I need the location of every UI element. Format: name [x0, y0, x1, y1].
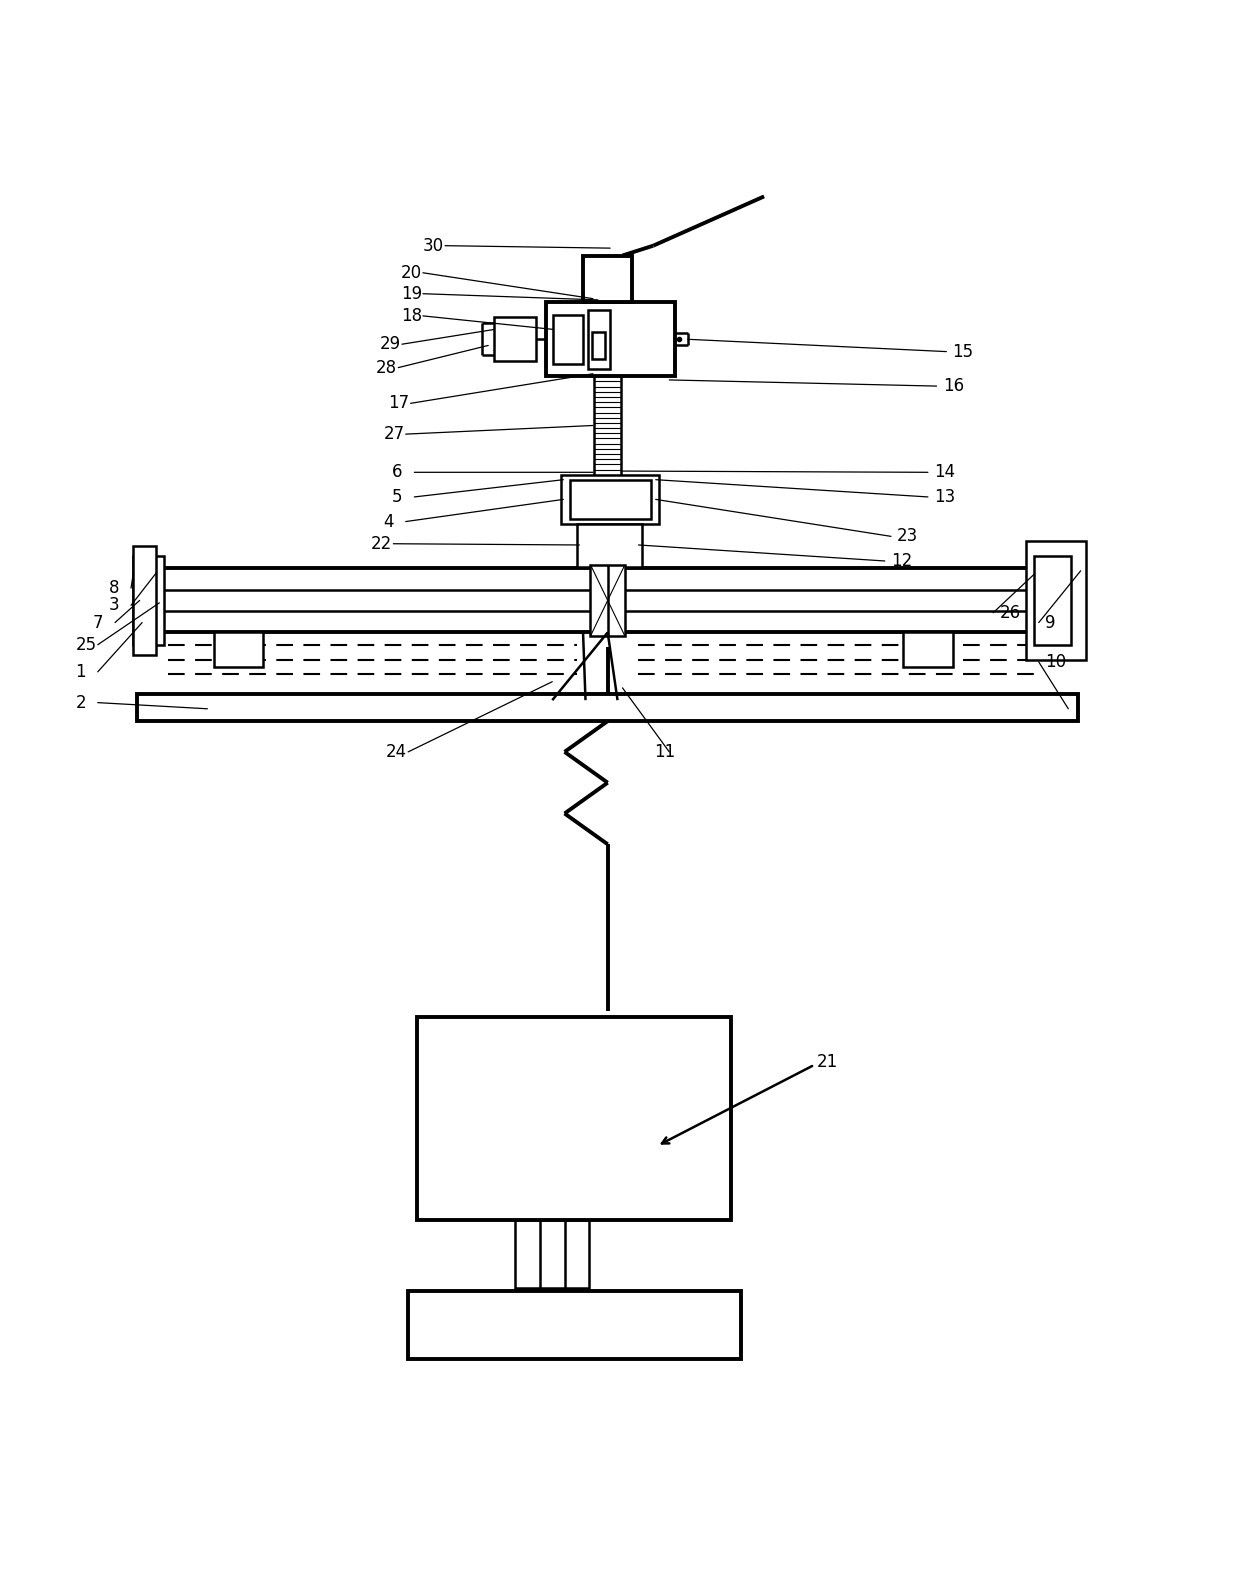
- Text: 21: 21: [817, 1053, 838, 1072]
- Bar: [134, 547, 156, 655]
- Bar: [417, 1016, 730, 1220]
- Text: 5: 5: [392, 488, 403, 506]
- Text: 4: 4: [383, 512, 394, 531]
- Text: 23: 23: [897, 528, 919, 545]
- Text: 24: 24: [386, 743, 407, 762]
- Bar: [588, 310, 610, 369]
- Text: 19: 19: [401, 285, 422, 302]
- Bar: [1034, 556, 1071, 644]
- Text: 7: 7: [93, 614, 103, 631]
- Text: 20: 20: [401, 264, 422, 281]
- Bar: [583, 256, 632, 302]
- Text: 28: 28: [376, 359, 397, 377]
- Bar: [516, 1220, 589, 1288]
- Bar: [138, 693, 1078, 722]
- Bar: [569, 480, 651, 518]
- Bar: [546, 302, 676, 377]
- Text: 17: 17: [388, 394, 409, 412]
- Text: 25: 25: [76, 636, 97, 653]
- Text: 8: 8: [109, 579, 119, 598]
- Bar: [408, 1291, 740, 1359]
- Bar: [903, 633, 952, 666]
- Bar: [577, 525, 642, 568]
- Bar: [134, 556, 164, 644]
- Text: 15: 15: [952, 342, 973, 361]
- Text: 18: 18: [401, 307, 422, 324]
- Bar: [495, 316, 536, 361]
- Bar: [138, 568, 1078, 633]
- Bar: [553, 315, 583, 364]
- Text: 30: 30: [423, 237, 444, 254]
- Bar: [591, 332, 605, 359]
- Text: 11: 11: [655, 743, 676, 762]
- Text: 1: 1: [76, 663, 87, 681]
- Text: 12: 12: [892, 552, 913, 569]
- Text: 14: 14: [934, 463, 955, 482]
- Text: 16: 16: [942, 377, 963, 394]
- Text: 29: 29: [379, 335, 401, 353]
- Text: 3: 3: [109, 596, 119, 614]
- Text: 9: 9: [1045, 614, 1055, 631]
- Bar: [560, 475, 660, 525]
- Text: 6: 6: [392, 463, 403, 482]
- Text: 13: 13: [934, 488, 955, 506]
- Text: 26: 26: [999, 604, 1021, 622]
- Text: 22: 22: [371, 534, 392, 553]
- Bar: [1027, 541, 1085, 660]
- Text: 27: 27: [383, 425, 404, 444]
- Text: 2: 2: [76, 693, 87, 712]
- Bar: [213, 633, 263, 666]
- Text: 10: 10: [1045, 653, 1066, 671]
- Bar: [590, 564, 625, 636]
